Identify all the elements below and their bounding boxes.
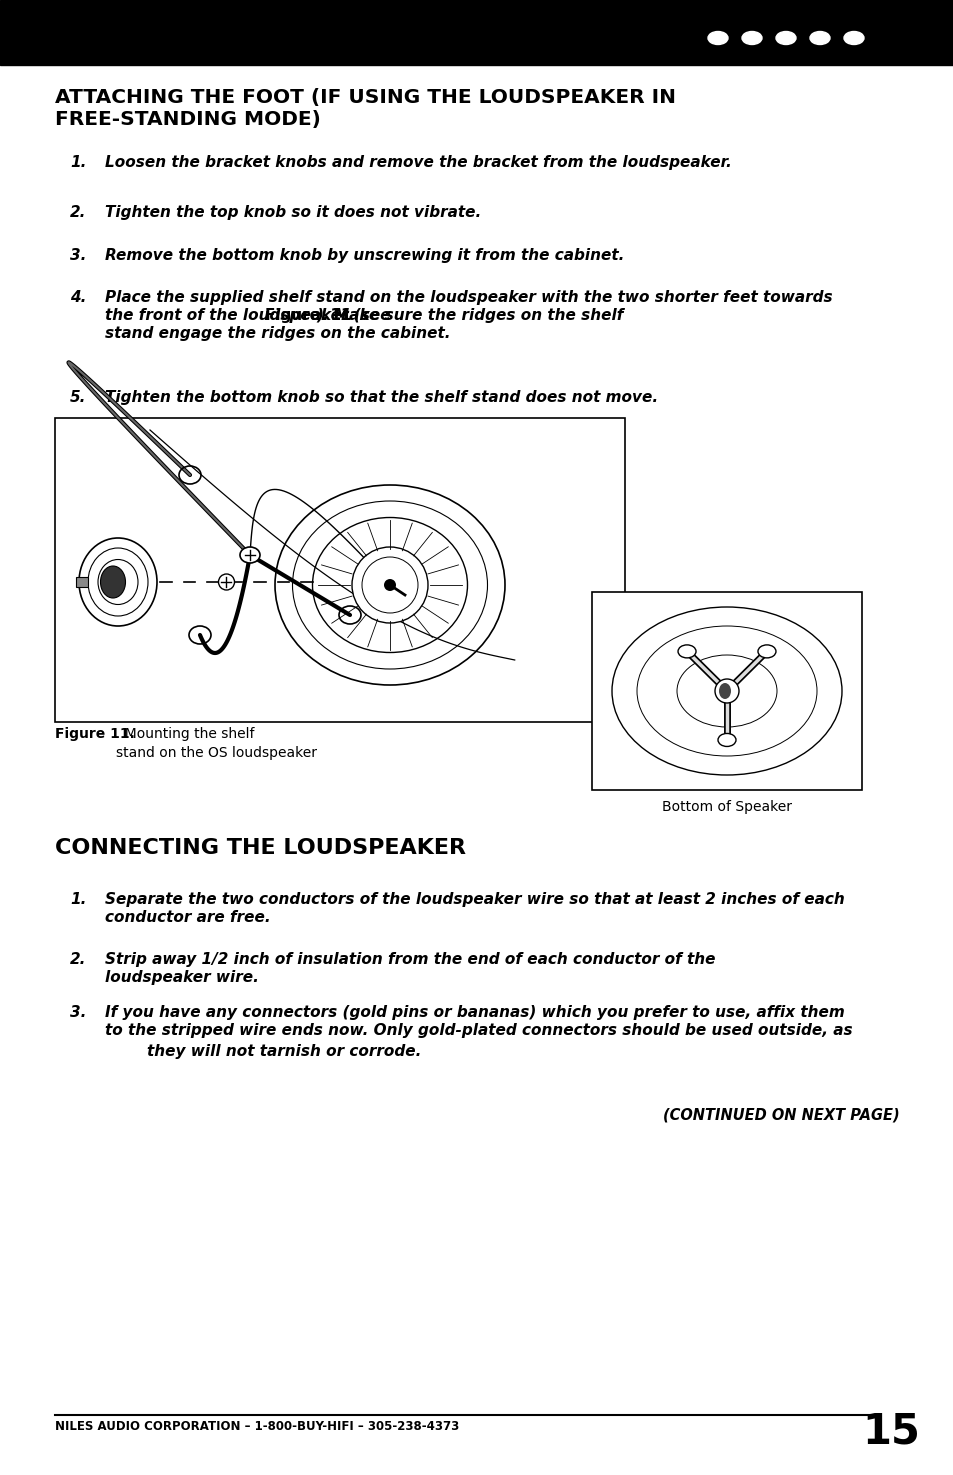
Text: 5.: 5. [70, 389, 87, 406]
Ellipse shape [707, 31, 727, 44]
Text: 15: 15 [862, 1410, 919, 1451]
Circle shape [218, 574, 234, 590]
Text: Mounting the shelf
stand on the OS loudspeaker: Mounting the shelf stand on the OS louds… [116, 727, 316, 761]
Circle shape [714, 678, 739, 704]
Text: conductor are free.: conductor are free. [105, 910, 271, 925]
Text: Strip away 1/2 inch of insulation from the end of each conductor of the: Strip away 1/2 inch of insulation from t… [105, 951, 715, 968]
Text: FREE-STANDING MODE): FREE-STANDING MODE) [55, 111, 320, 128]
Text: If you have any connectors (gold pins or bananas) which you prefer to use, affix: If you have any connectors (gold pins or… [105, 1004, 843, 1021]
Text: 3.: 3. [70, 248, 87, 263]
Ellipse shape [758, 645, 775, 658]
Ellipse shape [843, 31, 863, 44]
Text: 2.: 2. [70, 951, 87, 968]
Text: Tighten the bottom knob so that the shelf stand does not move.: Tighten the bottom knob so that the shel… [105, 389, 658, 406]
Circle shape [384, 580, 395, 591]
Text: 4.: 4. [70, 291, 87, 305]
Ellipse shape [313, 518, 467, 652]
Text: 3.: 3. [70, 1004, 87, 1021]
Text: Figure 11.: Figure 11. [55, 727, 134, 740]
Text: Loosen the bracket knobs and remove the bracket from the loudspeaker.: Loosen the bracket knobs and remove the … [105, 155, 731, 170]
Ellipse shape [809, 31, 829, 44]
Bar [0, 0, 953, 65]
Text: loudspeaker wire.: loudspeaker wire. [105, 971, 258, 985]
Text: Place the supplied shelf stand on the loudspeaker with the two shorter feet towa: Place the supplied shelf stand on the lo… [105, 291, 832, 305]
Ellipse shape [240, 547, 260, 563]
Text: 1.: 1. [70, 155, 87, 170]
Text: CONNECTING THE LOUDSPEAKER: CONNECTING THE LOUDSPEAKER [55, 838, 465, 858]
Ellipse shape [719, 683, 730, 699]
Text: ATTACHING THE FOOT (IF USING THE LOUDSPEAKER IN: ATTACHING THE FOOT (IF USING THE LOUDSPE… [55, 88, 676, 108]
Text: Remove the bottom knob by unscrewing it from the cabinet.: Remove the bottom knob by unscrewing it … [105, 248, 623, 263]
Bar [592, 591, 862, 791]
Text: 2.: 2. [70, 205, 87, 220]
Circle shape [352, 547, 428, 622]
Text: to the stripped wire ends now. Only gold-plated connectors should be used outsid: to the stripped wire ends now. Only gold… [105, 1024, 852, 1059]
Bar [55, 417, 624, 721]
Text: 1.: 1. [70, 892, 87, 907]
Ellipse shape [100, 566, 126, 597]
Text: ). Make sure the ridges on the shelf: ). Make sure the ridges on the shelf [316, 308, 623, 323]
Text: Separate the two conductors of the loudspeaker wire so that at least 2 inches of: Separate the two conductors of the louds… [105, 892, 843, 907]
Ellipse shape [678, 645, 696, 658]
Text: (CONTINUED ON NEXT PAGE): (CONTINUED ON NEXT PAGE) [662, 1108, 899, 1122]
Text: Tighten the top knob so it does not vibrate.: Tighten the top knob so it does not vibr… [105, 205, 480, 220]
Text: Bottom of Speaker: Bottom of Speaker [661, 799, 791, 814]
Text: NILES AUDIO CORPORATION – 1-800-BUY-HIFI – 305-238-4373: NILES AUDIO CORPORATION – 1-800-BUY-HIFI… [55, 1420, 458, 1434]
Text: the front of the loudspeaker (see: the front of the loudspeaker (see [105, 308, 395, 323]
Ellipse shape [718, 733, 735, 746]
Text: Figure  11: Figure 11 [265, 308, 351, 323]
Text: stand engage the ridges on the cabinet.: stand engage the ridges on the cabinet. [105, 326, 450, 341]
Ellipse shape [775, 31, 795, 44]
Bar [76, 577, 88, 587]
Ellipse shape [741, 31, 761, 44]
